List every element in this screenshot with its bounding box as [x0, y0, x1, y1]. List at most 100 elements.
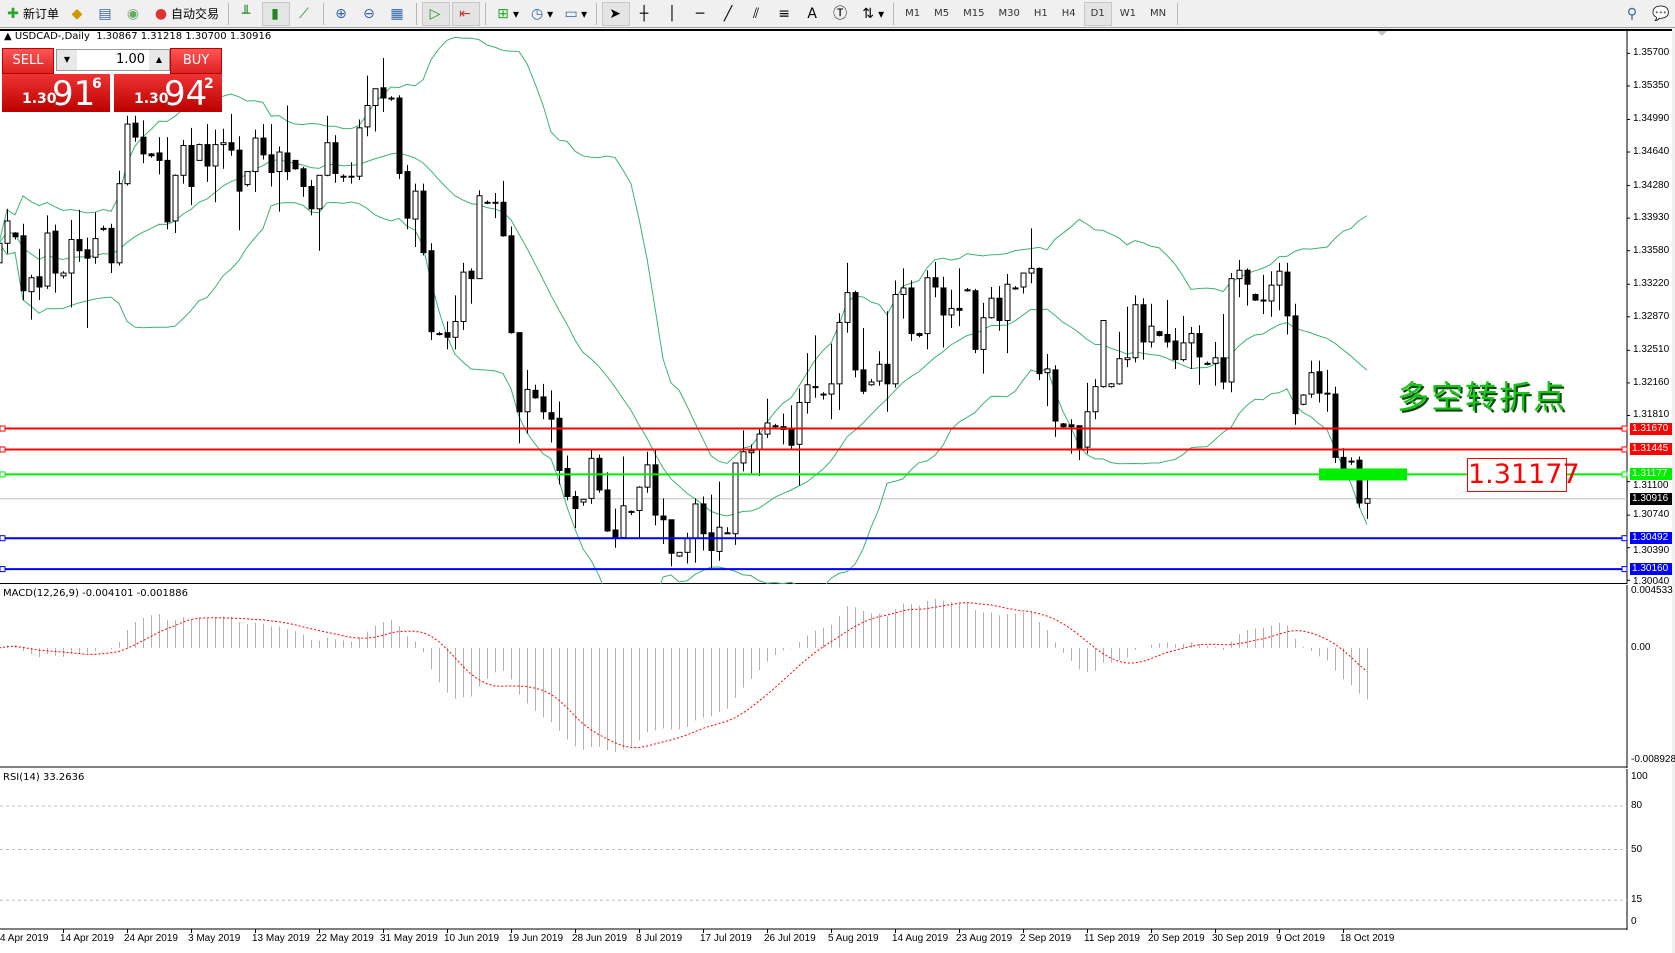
search-button[interactable]: ⚲ — [1620, 2, 1646, 26]
timeframe-m15[interactable]: M15 — [963, 8, 985, 19]
bullish-candle — [948, 307, 955, 316]
timeframe-h4[interactable]: H4 — [1061, 8, 1076, 19]
equidistant-channel-button[interactable]: ⫽ — [744, 2, 770, 26]
timeframe-mn[interactable]: MN — [1149, 8, 1167, 19]
timeframe-h1[interactable]: H1 — [1033, 8, 1048, 19]
rsi-panel[interactable] — [0, 769, 1675, 930]
crosshair-button[interactable]: ┼ — [632, 2, 658, 26]
bearish-candle — [1172, 340, 1179, 361]
bearish-candle — [268, 154, 275, 174]
market-watch-button[interactable]: ◆ — [65, 2, 91, 26]
bearish-candle — [860, 369, 867, 392]
timeframe-d1[interactable]: D1 — [1083, 1, 1112, 26]
lot-size-input[interactable]: 1.00 — [116, 52, 145, 67]
bearish-candle — [852, 292, 859, 371]
chart-shift-button[interactable]: ⇤ — [452, 1, 481, 26]
line-handle — [0, 471, 6, 478]
horizontal-line-button[interactable]: ─ — [688, 2, 714, 26]
bullish-candle — [212, 144, 219, 167]
fibonacci-button[interactable]: ≡ — [772, 2, 798, 26]
text-label-button[interactable]: Ⓣ — [828, 2, 854, 26]
price-annotation-box[interactable]: 1.31177 — [1467, 458, 1580, 492]
periods-icon: ◷ — [530, 5, 544, 22]
bullish-candle — [100, 227, 107, 230]
candlestick-button[interactable]: ▮ — [262, 1, 291, 26]
ohlc-values: 1.30867 1.31218 1.30700 1.30916 — [96, 31, 272, 42]
equidistant-channel-icon: ⫽ — [753, 5, 760, 22]
toolbar-divider — [596, 2, 598, 25]
chat-button[interactable]: 💬 — [1648, 2, 1674, 26]
timeframe-w1[interactable]: W1 — [1119, 8, 1136, 19]
bullish-candle — [436, 333, 443, 336]
periods-button[interactable]: ◷ ▾ — [530, 5, 554, 22]
auto-scroll-button[interactable]: ▷ — [422, 1, 451, 26]
bullish-candle — [1028, 267, 1035, 274]
turning-point-annotation[interactable]: 多空转折点 — [1397, 378, 1568, 416]
bearish-candle — [564, 468, 571, 497]
line-price-tag: 1.30160 — [1630, 563, 1672, 576]
timeframe-m1[interactable]: M1 — [905, 8, 921, 19]
zoom-in-button[interactable]: ⊕ — [329, 2, 355, 26]
date-tick-label: 13 May 2019 — [252, 933, 310, 944]
collapse-icon[interactable]: ▲ — [4, 31, 12, 42]
bar-chart-button[interactable]: ╨ — [234, 2, 260, 26]
bearish-candle — [380, 87, 387, 99]
sell-price[interactable]: 1.30 91 6 — [2, 74, 110, 112]
buy-button[interactable]: BUY — [170, 48, 222, 74]
date-tick-label: 22 May 2019 — [316, 933, 374, 944]
bearish-candle — [612, 529, 619, 538]
rsi-tick-label: 100 — [1631, 771, 1648, 782]
sell-button[interactable]: SELL — [2, 48, 54, 74]
bullish-candle — [1004, 283, 1011, 322]
zoom-out-button[interactable]: ⊖ — [357, 2, 383, 26]
line-price-tag: 1.30492 — [1630, 532, 1672, 545]
bearish-candle — [1340, 456, 1347, 470]
macd-tick-label: -0.008928 — [1631, 754, 1675, 765]
bearish-candle — [108, 227, 115, 264]
price-chart[interactable] — [0, 31, 1675, 584]
macd-tick-label: 0.00 — [1631, 641, 1651, 653]
date-tick-label: 8 Jul 2019 — [636, 933, 683, 944]
lot-size-stepper[interactable]: ▼ 1.00 ▲ — [56, 49, 170, 71]
bearish-candle — [1284, 271, 1291, 317]
bullish-candle — [356, 127, 363, 177]
tile-windows-button[interactable]: ▦ — [385, 2, 411, 26]
templates-button[interactable]: ▭ ▾ — [564, 5, 588, 22]
navigator-button[interactable]: ◉ — [121, 2, 147, 26]
buy-price[interactable]: 1.30 94 2 — [114, 74, 222, 112]
lot-increase-button[interactable]: ▲ — [149, 50, 169, 70]
bullish-candle — [716, 526, 723, 552]
bullish-candle — [1212, 357, 1219, 364]
chart-window[interactable] — [0, 29, 1672, 953]
bearish-candle — [396, 97, 403, 174]
bullish-candle — [388, 97, 395, 100]
text-button[interactable]: A — [800, 2, 826, 26]
line-chart-button[interactable]: ⟋ — [292, 2, 318, 26]
bullish-candle — [412, 190, 419, 220]
bullish-candle — [1180, 342, 1187, 361]
bullish-candle — [244, 171, 251, 186]
timeframe-m5[interactable]: M5 — [934, 8, 950, 19]
trendline-button[interactable]: ╱ — [716, 2, 742, 26]
bullish-candle — [1020, 272, 1027, 288]
new-order-button[interactable]: ✚ 新订单 — [1, 2, 63, 26]
line-chart-icon: ⟋ — [299, 5, 309, 22]
price-tick-label: 1.33580 — [1633, 244, 1670, 256]
line-handle — [0, 566, 6, 573]
timeframe-m30[interactable]: M30 — [998, 8, 1020, 19]
price-tick-label: 1.30040 — [1633, 576, 1670, 588]
macd-panel[interactable] — [0, 585, 1675, 768]
cursor-button[interactable]: ➤ — [602, 1, 631, 26]
price-tick-label: 1.30390 — [1633, 545, 1670, 557]
bullish-candle — [1228, 278, 1235, 383]
arrows-button[interactable]: ⇅ ▾ — [856, 2, 888, 26]
bearish-candle — [1292, 315, 1299, 415]
data-window-button[interactable]: ▤ — [93, 2, 119, 26]
lot-decrease-button[interactable]: ▼ — [57, 50, 77, 70]
vertical-line-button[interactable]: │ — [660, 2, 686, 26]
bullish-candle — [684, 537, 691, 553]
bullish-candle — [732, 462, 739, 535]
auto-trading-button[interactable]: ● 自动交易 — [154, 5, 220, 22]
indicators-button[interactable]: ⊞ ▾ — [491, 2, 523, 26]
chat-icon: 💬 — [1652, 5, 1670, 22]
